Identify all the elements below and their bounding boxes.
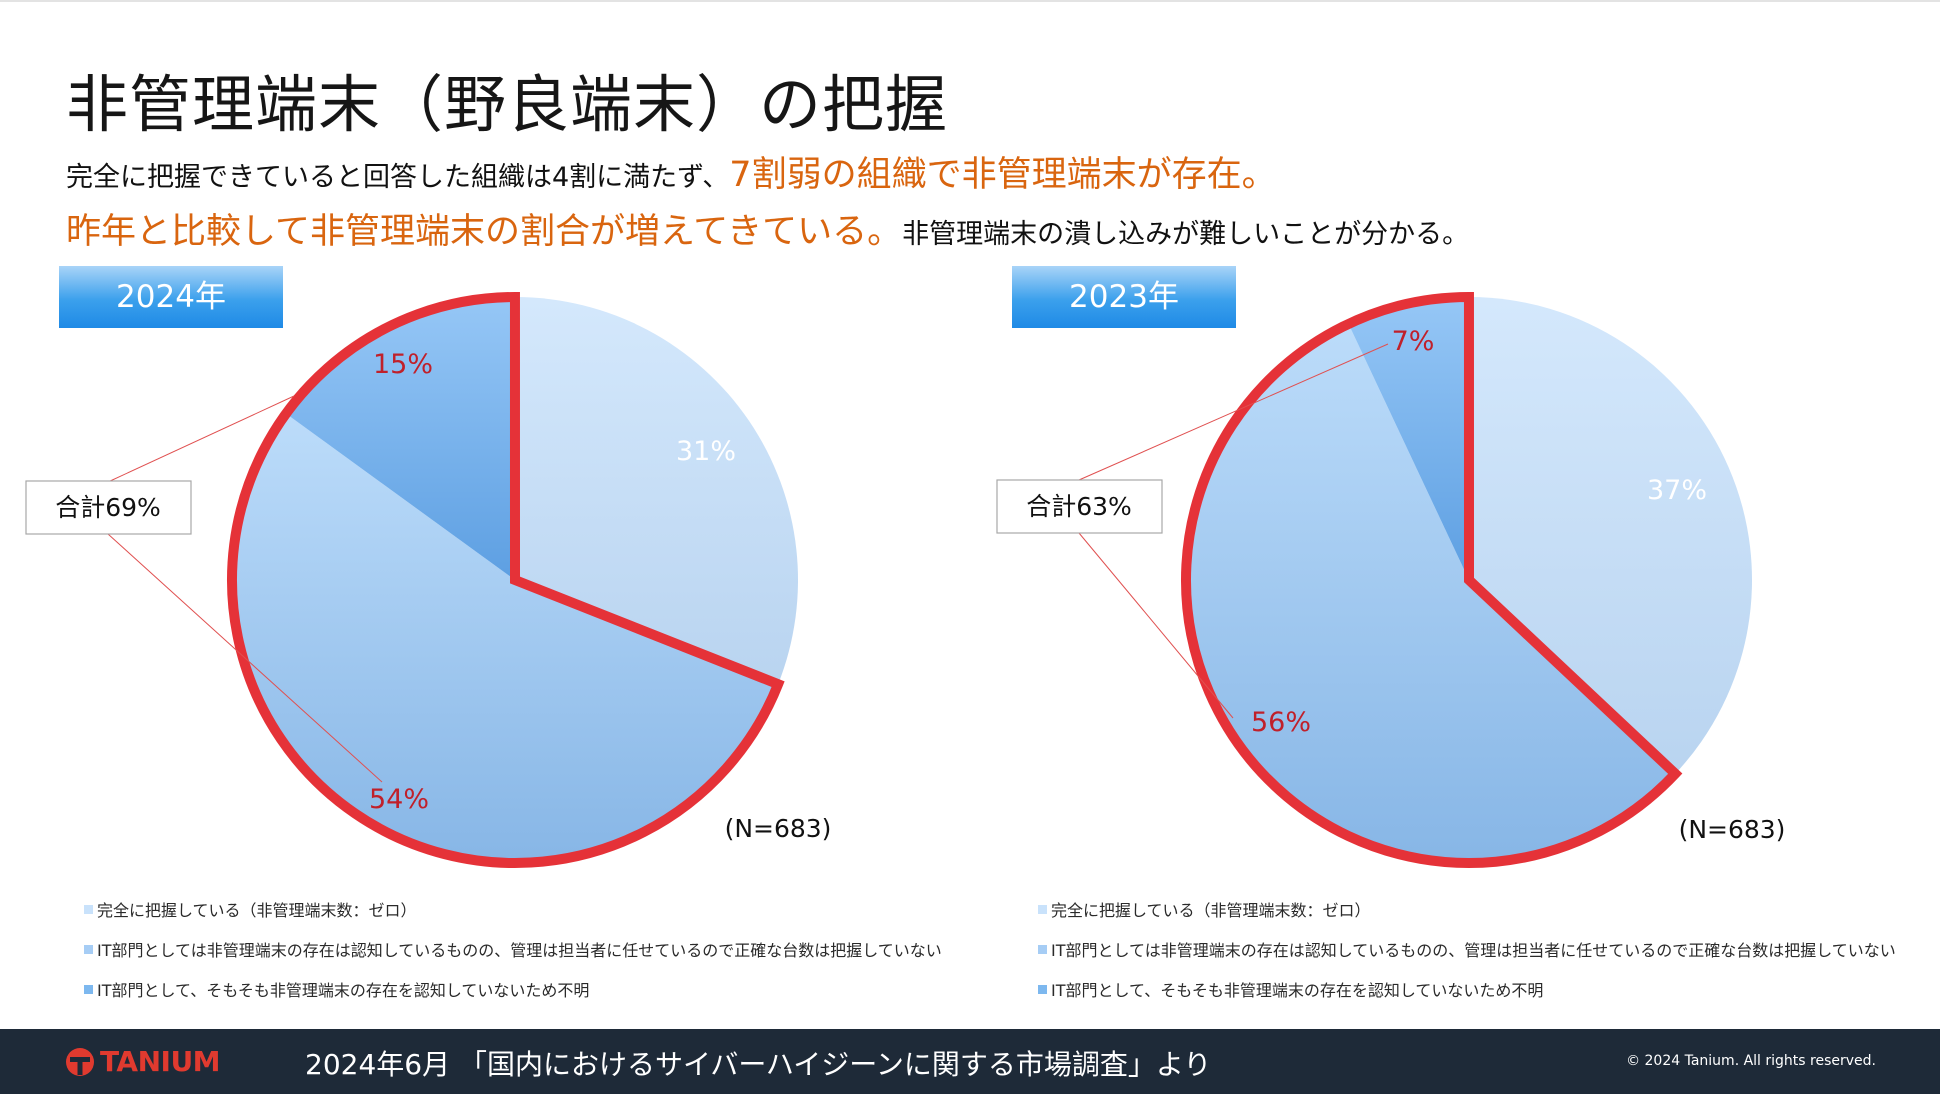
pie-2024-slice-fully-grasped: [515, 297, 799, 685]
legend-item: 完全に把握している（非管理端末数：ゼロ）: [1038, 889, 1896, 929]
top-rule: [0, 0, 1940, 2]
tanium-logo-icon: [66, 1048, 94, 1076]
legend-label: IT部門として、そもそも非管理端末の存在を認知していないため不明: [97, 981, 590, 1000]
leader-line-2023-upper: [1078, 343, 1389, 481]
legend-swatch: [84, 904, 93, 914]
legend-item: IT部門として、そもそも非管理端末の存在を認知していないため不明: [84, 969, 942, 1009]
legend-item: IT部門として、そもそも非管理端末の存在を認知していないため不明: [1038, 969, 1896, 1009]
copyright: © 2024 Tanium. All rights reserved.: [1626, 1053, 1876, 1069]
data-label-2024-not-counted: 54%: [369, 784, 429, 815]
legend-swatch: [1038, 984, 1047, 994]
legend-item: 完全に把握している（非管理端末数：ゼロ）: [84, 889, 942, 929]
legend-label: IT部門としては非管理端末の存在は認知しているものの、管理は担当者に任せているの…: [1051, 941, 1896, 960]
year-badge-2023: 2023年: [1012, 266, 1236, 328]
total-box-2023: [996, 479, 1163, 534]
source-citation: 2024年6月 「国内におけるサイバーハイジーンに関する市場調査」より: [305, 1048, 1212, 1081]
legend-2023: 完全に把握している（非管理端末数：ゼロ） IT部門としては非管理端末の存在は認知…: [1038, 889, 1896, 1009]
legend-label: IT部門として、そもそも非管理端末の存在を認知していないため不明: [1051, 981, 1544, 1000]
sample-size-2024: (N=683): [725, 814, 832, 843]
data-label-2023-not-counted: 56%: [1251, 707, 1311, 738]
total-label-2023: 合計63%: [1026, 492, 1132, 521]
subtitle-2-normal: 非管理端末の潰し込みが難しいことが分かる。: [902, 219, 1470, 250]
legend-label: 完全に把握している（非管理端末数：ゼロ）: [1051, 901, 1371, 920]
pie-2023: 合計63% 37% 56% 7% (N=683): [996, 291, 1786, 868]
pie-2024-highlight-outline: [227, 291, 785, 868]
legend-swatch: [84, 984, 93, 994]
pie-2024-slice-not-counted: [232, 413, 779, 864]
leader-line-2024-upper: [107, 395, 295, 483]
subtitle-line-2: 昨年と比較して非管理端末の割合が増えてきている。非管理端末の潰し込みが難しいこと…: [66, 203, 1469, 254]
pie-2023-slice-unaware: [1348, 297, 1469, 580]
page-title: 非管理端末（野良端末）の把握: [66, 68, 949, 141]
subtitle-1-highlight: 7割弱の組織で非管理端末が存在。: [729, 155, 1277, 195]
legend-label: IT部門としては非管理端末の存在は認知しているものの、管理は担当者に任せているの…: [97, 941, 942, 960]
subtitle-2-highlight: 昨年と比較して非管理端末の割合が増えてきている。: [66, 212, 903, 252]
pie-2023-slice-not-counted: [1186, 323, 1676, 863]
legend-swatch: [1038, 904, 1047, 914]
pie-2023-highlight-outline: [1181, 291, 1683, 868]
tanium-logo: TANIUM: [64, 1046, 254, 1078]
legend-swatch: [84, 944, 93, 954]
pie-2023-slice-fully-grasped: [1469, 297, 1753, 774]
pie-2024-slice-unaware: [286, 297, 515, 580]
leader-line-2024-lower: [107, 533, 383, 783]
subtitle-line-1: 完全に把握できていると回答した組織は4割に満たず、7割弱の組織で非管理端末が存在…: [66, 146, 1277, 197]
total-box-2024: [25, 480, 192, 535]
legend-item: IT部門としては非管理端末の存在は認知しているものの、管理は担当者に任せているの…: [84, 929, 942, 969]
pie-2024: 合計69% 31% 54% 15% (N=683): [25, 291, 832, 868]
footer-bar: TANIUM 2024年6月 「国内におけるサイバーハイジーンに関する市場調査」…: [0, 1029, 1940, 1094]
leader-line-2023-lower: [1078, 532, 1234, 719]
data-label-2024-unaware: 15%: [373, 349, 433, 380]
data-label-2023-unaware: 7%: [1392, 326, 1435, 357]
year-badge-2024: 2024年: [59, 266, 283, 328]
logo-wordmark: TANIUM: [100, 1045, 221, 1078]
legend-2024: 完全に把握している（非管理端末数：ゼロ） IT部門としては非管理端末の存在は認知…: [84, 889, 942, 1009]
subtitle-1-normal: 完全に把握できていると回答した組織は4割に満たず、: [66, 162, 730, 193]
legend-item: IT部門としては非管理端末の存在は認知しているものの、管理は担当者に任せているの…: [1038, 929, 1896, 969]
legend-swatch: [1038, 944, 1047, 954]
data-label-2024-fully-grasped: 31%: [676, 436, 736, 467]
sample-size-2023: (N=683): [1679, 815, 1786, 844]
data-label-2023-fully-grasped: 37%: [1647, 475, 1707, 506]
total-label-2024: 合計69%: [55, 493, 161, 522]
legend-label: 完全に把握している（非管理端末数：ゼロ）: [97, 901, 417, 920]
